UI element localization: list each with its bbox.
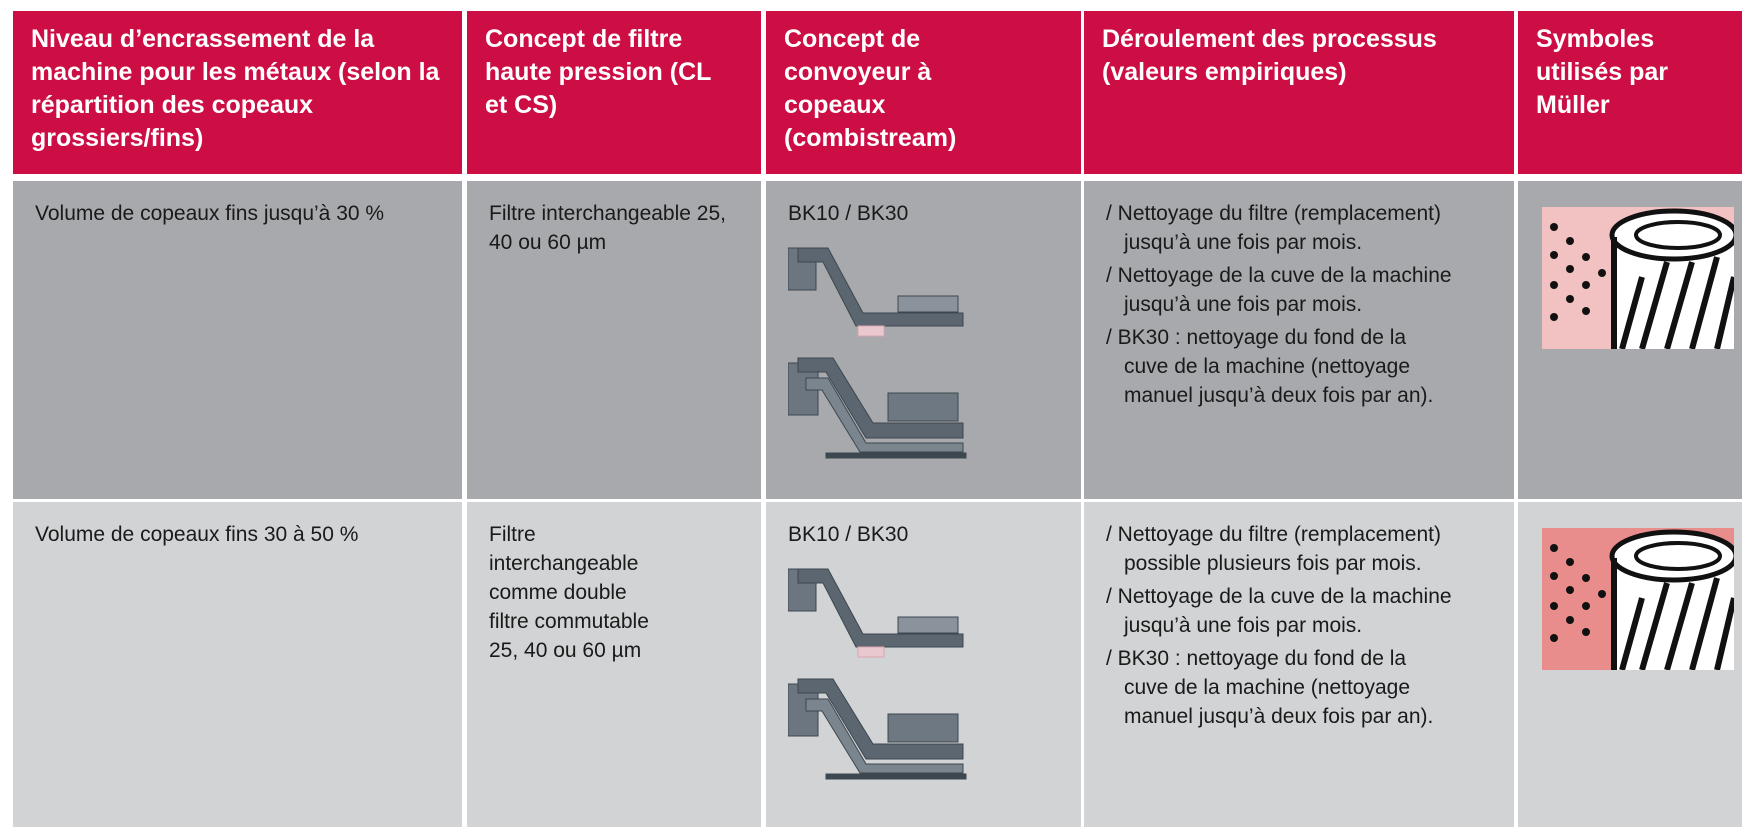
process-list: / Nettoyage du filtre (remplacement) pos…	[1106, 520, 1454, 731]
process-item: / Nettoyage du filtre (remplacement) jus…	[1106, 202, 1441, 254]
level-text: Volume de copeaux fins jusqu’à 30 %	[35, 202, 385, 225]
process-item: / Nettoyage du filtre (remplacement) pos…	[1106, 523, 1441, 575]
filter-cell: Filtre interchangeable 25, 40 ou 60 µm	[467, 181, 761, 499]
header-cell: Symboles utilisés par Müller	[1518, 11, 1742, 174]
symbol-cell	[1518, 502, 1742, 827]
symbol-icon	[1542, 528, 1734, 670]
process-item: / Nettoyage de la cuve de la machine jus…	[1106, 585, 1452, 637]
conveyor-illustration	[788, 568, 967, 780]
header-cell: Déroulement des processus (valeurs empir…	[1084, 11, 1514, 174]
level-cell: Volume de copeaux fins 30 à 50 %	[13, 502, 462, 827]
process-item: / Nettoyage de la cuve de la machine jus…	[1106, 264, 1452, 316]
level-cell: Volume de copeaux fins jusqu’à 30 %	[13, 181, 462, 499]
filter-text: Filtre interchangeable comme double filt…	[489, 523, 649, 662]
conveyor-illustration	[788, 247, 967, 459]
filter-cell: Filtre interchangeable comme double filt…	[467, 502, 761, 827]
process-cell: / Nettoyage du filtre (remplacement) pos…	[1084, 502, 1514, 827]
conveyor-cell: BK10 / BK30	[766, 502, 1081, 827]
conveyor-label: BK10 / BK30	[788, 202, 909, 225]
conveyor-cell: BK10 / BK30	[766, 181, 1081, 499]
conveyor-label: BK10 / BK30	[788, 523, 909, 546]
header-cell: Niveau d’encrassement de la machine pour…	[13, 11, 462, 174]
process-item: / BK30 : nettoyage du fond de la cuve de…	[1106, 326, 1434, 407]
process-cell: / Nettoyage du filtre (remplacement) jus…	[1084, 181, 1514, 499]
header-cell: Concept de convoyeur à copeaux (combistr…	[766, 11, 1081, 174]
process-list: / Nettoyage du filtre (remplacement) jus…	[1106, 199, 1454, 410]
header-cell: Concept de filtre haute pression (CL et …	[467, 11, 761, 174]
process-item: / BK30 : nettoyage du fond de la cuve de…	[1106, 647, 1434, 728]
filter-text: Filtre interchangeable 25, 40 ou 60 µm	[489, 202, 726, 254]
level-text: Volume de copeaux fins 30 à 50 %	[35, 523, 359, 546]
symbol-icon	[1542, 207, 1734, 349]
symbol-cell	[1518, 181, 1742, 499]
